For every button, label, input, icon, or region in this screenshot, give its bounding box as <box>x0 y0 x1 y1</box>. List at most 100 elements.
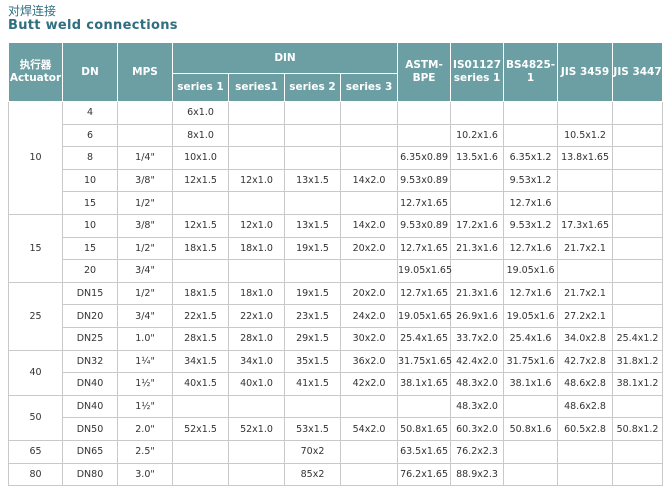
cell: 88.9x2.3 <box>450 462 505 486</box>
empty-cell <box>339 191 399 215</box>
empty-cell <box>503 101 559 125</box>
empty-cell <box>284 259 341 283</box>
row: DN40 1½" 40x1.5 40x1.0 41x1.5 42x2.0 38.1x1.65… <box>9 372 664 396</box>
cell: 41x1.5 <box>284 372 341 396</box>
cell: 40x1.0 <box>228 372 285 396</box>
cell: 15 <box>62 236 118 261</box>
cell: 1/2" <box>117 236 173 261</box>
empty-cell <box>503 439 559 464</box>
empty-cell <box>612 439 664 464</box>
actuator-cell: 10 <box>8 101 63 215</box>
empty-cell <box>339 394 399 419</box>
cell: 12.7x1.65 <box>397 191 452 215</box>
cell: 1/2" <box>117 191 173 215</box>
cell: 42x2.0 <box>339 372 399 396</box>
empty-cell <box>228 259 285 283</box>
actuator-cell: 15 <box>8 213 63 283</box>
cell: 1¼" <box>117 349 173 374</box>
cell: 20 <box>62 259 118 283</box>
cell: 10 <box>62 168 118 193</box>
empty-cell <box>397 394 452 419</box>
empty-cell <box>339 439 399 464</box>
row: DN50 2.0" 52x1.5 52x1.0 53x1.5 54x2.0 50.8x1.6… <box>9 417 664 441</box>
empty-cell <box>339 146 399 170</box>
empty-cell <box>450 168 505 193</box>
empty-cell <box>612 146 664 170</box>
cell: 31.75x1.6 <box>503 349 559 374</box>
cell: 76.2x2.3 <box>450 439 505 464</box>
cell: 31.8x1.2 <box>612 349 664 374</box>
cell: 50.8x1.2 <box>612 417 664 441</box>
empty-cell <box>503 462 559 486</box>
row: 10 4 6x1.0 <box>8 101 664 215</box>
empty-cell <box>557 101 614 125</box>
empty-cell <box>284 191 341 215</box>
cell: 10 <box>62 213 118 238</box>
cell: 25.4x1.6 <box>503 326 559 351</box>
cell: 1.0" <box>117 326 173 351</box>
empty-cell <box>612 462 664 486</box>
cell: 1/4" <box>117 146 173 170</box>
empty-cell <box>503 123 559 148</box>
col-header: MPS <box>117 42 173 102</box>
row: 40 DN32 1¼" 34x1.5 34x1.0 35x1.5 36x2.0 31.75x1… <box>8 349 664 396</box>
row: 6 8x1.0 10.2x1.6 10.5x1.2 <box>9 123 664 148</box>
cell: 18x1.0 <box>228 281 285 306</box>
cell: 22x1.5 <box>172 304 229 328</box>
row: DN25 1.0" 28x1.5 28x1.0 29x1.5 30x2.0 25.4x1.6… <box>9 326 664 351</box>
col-header: JIS 3459 <box>557 42 614 102</box>
cell: 2.5" <box>117 439 173 464</box>
title-en: Butt weld connections <box>8 18 178 33</box>
cell: 6 <box>62 123 118 148</box>
sub-header: series 1 <box>172 73 229 102</box>
empty-cell <box>172 259 229 283</box>
cell: 29x1.5 <box>284 326 341 351</box>
cell: 26.9x1.6 <box>450 304 505 328</box>
empty-cell <box>503 394 559 419</box>
cell: 13x1.5 <box>284 213 341 238</box>
cell: 6.35x1.2 <box>503 146 559 170</box>
empty-cell <box>228 101 285 125</box>
cell: 9.53x0.89 <box>397 168 452 193</box>
empty-cell <box>172 462 229 486</box>
cell: 12.7x1.6 <box>503 191 559 215</box>
empty-cell <box>557 191 614 215</box>
cell: 2.0" <box>117 417 173 441</box>
empty-cell <box>557 462 614 486</box>
cell: 18x1.5 <box>172 236 229 261</box>
cell: 19.05x1.65 <box>397 259 452 283</box>
empty-cell <box>228 123 285 148</box>
empty-cell <box>339 259 399 283</box>
cell: 17.2x1.6 <box>450 213 505 238</box>
cell: 40x1.5 <box>172 372 229 396</box>
row: 10 3/8" 12x1.5 12x1.0 13x1.5 14x2.0 9.53x0.89 9… <box>9 168 664 193</box>
cell: 3.0" <box>117 462 173 486</box>
cell: 12.7x1.6 <box>503 236 559 261</box>
cell: 34x1.5 <box>172 349 229 374</box>
row: 25 DN15 1/2" 18x1.5 18x1.0 19x1.5 20x2.0 12.7x1… <box>8 281 664 351</box>
empty-cell <box>228 146 285 170</box>
col-header: DN <box>62 42 118 102</box>
empty-cell <box>284 394 341 419</box>
empty-cell <box>284 146 341 170</box>
title-cn: 对焊连接 <box>8 4 57 18</box>
row: 15 10 3/8" 12x1.5 12x1.0 13x1.5 14x2.0 9.53x0.8… <box>8 213 664 283</box>
cell: 3/4" <box>117 304 173 328</box>
empty-cell <box>228 439 285 464</box>
cell: DN50 <box>62 417 118 441</box>
cell: 48.3x2.0 <box>450 394 505 419</box>
empty-cell <box>172 439 229 464</box>
page: 对焊连接 Butt weld connections 执行器 Actuator … <box>8 4 664 486</box>
empty-cell <box>397 101 452 125</box>
actuator-cell: 50 <box>8 394 63 441</box>
empty-cell <box>228 394 285 419</box>
cell: DN20 <box>62 304 118 328</box>
cell: 12.7x1.6 <box>503 281 559 306</box>
cell: DN80 <box>62 462 118 486</box>
cell: 70x2 <box>284 439 341 464</box>
empty-cell <box>450 191 505 215</box>
cell: 10.5x1.2 <box>557 123 614 148</box>
cell: 50.8x1.6 <box>503 417 559 441</box>
row: 8 1/4" 10x1.0 6.35x0.89 13.5x1.6 6.35x1.2 13.8… <box>9 146 664 170</box>
col-header: IS01127 series 1 <box>450 42 505 102</box>
